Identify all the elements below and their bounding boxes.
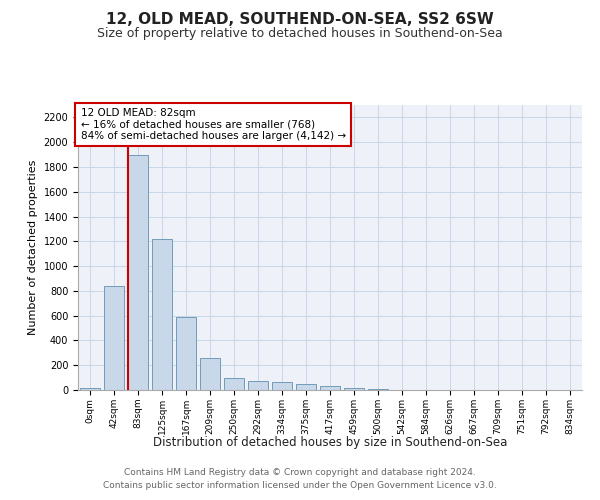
Bar [272,382,292,390]
Bar [176,317,196,390]
Bar [224,378,244,390]
Bar [104,286,124,390]
Bar [200,358,220,390]
Text: Size of property relative to detached houses in Southend-on-Sea: Size of property relative to detached ho… [97,28,503,40]
Y-axis label: Number of detached properties: Number of detached properties [28,160,38,335]
Bar [320,386,340,390]
Bar [344,388,364,390]
Text: Contains public sector information licensed under the Open Government Licence v3: Contains public sector information licen… [103,482,497,490]
Text: Contains HM Land Registry data © Crown copyright and database right 2024.: Contains HM Land Registry data © Crown c… [124,468,476,477]
Bar [296,384,316,390]
Bar [152,239,172,390]
Text: 12 OLD MEAD: 82sqm
← 16% of detached houses are smaller (768)
84% of semi-detach: 12 OLD MEAD: 82sqm ← 16% of detached hou… [80,108,346,141]
Bar [128,154,148,390]
Text: 12, OLD MEAD, SOUTHEND-ON-SEA, SS2 6SW: 12, OLD MEAD, SOUTHEND-ON-SEA, SS2 6SW [106,12,494,28]
Bar [248,380,268,390]
Text: Distribution of detached houses by size in Southend-on-Sea: Distribution of detached houses by size … [153,436,507,449]
Bar [80,388,100,390]
